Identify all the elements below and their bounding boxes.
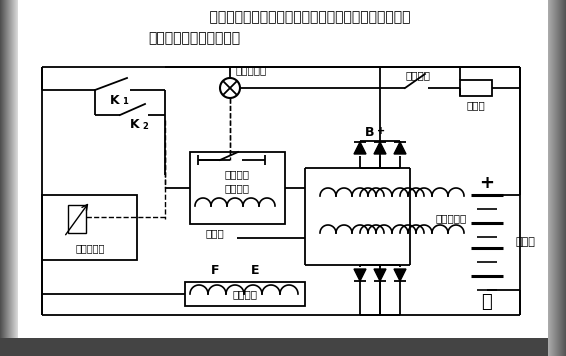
Polygon shape — [394, 142, 406, 154]
Bar — [6, 0, 7, 356]
Text: E: E — [251, 263, 259, 277]
Bar — [556, 0, 557, 356]
Text: 供电或充电系统有故障。: 供电或充电系统有故障。 — [148, 31, 240, 45]
Bar — [7, 0, 8, 356]
Bar — [1, 0, 2, 356]
Bar — [5, 0, 6, 356]
Text: 点火开关: 点火开关 — [405, 70, 431, 80]
Bar — [14, 0, 15, 356]
Bar — [4, 0, 5, 356]
Bar — [562, 0, 563, 356]
Bar — [15, 0, 16, 356]
Bar — [564, 0, 565, 356]
Bar — [8, 0, 9, 356]
Text: 2: 2 — [142, 122, 148, 131]
Text: 电压调节器: 电压调节器 — [75, 243, 105, 253]
Text: B: B — [365, 126, 374, 140]
Bar — [0, 0, 1, 356]
Bar — [555, 0, 556, 356]
Polygon shape — [394, 269, 406, 281]
Bar — [548, 0, 549, 356]
Bar — [558, 0, 559, 356]
Bar — [557, 0, 558, 356]
Text: 交流发电机: 交流发电机 — [435, 213, 466, 223]
Bar — [68, 205, 86, 233]
Text: +: + — [377, 126, 385, 136]
Polygon shape — [374, 269, 386, 281]
Bar — [42, 195, 137, 260]
Bar — [460, 80, 492, 96]
Text: 熔断器: 熔断器 — [466, 100, 486, 110]
Bar — [552, 0, 553, 356]
Bar — [559, 0, 560, 356]
Text: +: + — [479, 174, 495, 192]
Bar — [3, 0, 4, 356]
Bar — [10, 0, 11, 356]
Text: 充电指示: 充电指示 — [225, 169, 250, 179]
Bar — [565, 0, 566, 356]
Bar — [16, 0, 17, 356]
Bar — [551, 0, 552, 356]
Text: 充电指示灯: 充电指示灯 — [235, 65, 266, 75]
Polygon shape — [374, 142, 386, 154]
Text: －: － — [482, 293, 492, 311]
Bar — [12, 0, 13, 356]
Bar — [11, 0, 12, 356]
Bar — [0, 338, 566, 356]
Text: 灯继电器: 灯继电器 — [225, 183, 250, 193]
Bar — [563, 0, 564, 356]
Bar — [550, 0, 551, 356]
Text: 磁场绕组: 磁场绕组 — [233, 289, 258, 299]
Bar — [2, 0, 3, 356]
Bar — [561, 0, 562, 356]
Text: 1: 1 — [122, 97, 128, 106]
Bar — [560, 0, 561, 356]
Bar — [549, 0, 550, 356]
Text: F: F — [211, 263, 219, 277]
Bar — [185, 282, 305, 306]
Bar — [13, 0, 14, 356]
Bar — [190, 152, 285, 224]
Text: K: K — [110, 94, 120, 106]
Bar — [9, 0, 10, 356]
Text: 蓄电池: 蓄电池 — [515, 237, 535, 247]
Bar — [554, 0, 555, 356]
Text: K: K — [130, 119, 140, 131]
Polygon shape — [354, 269, 366, 281]
Text: 中性点: 中性点 — [205, 228, 224, 238]
Bar — [553, 0, 554, 356]
Text: 指示充电系统的工作情况，充电指示灯亮，说明蓄电池: 指示充电系统的工作情况，充电指示灯亮，说明蓄电池 — [190, 10, 410, 24]
Polygon shape — [354, 142, 366, 154]
Bar — [17, 0, 18, 356]
